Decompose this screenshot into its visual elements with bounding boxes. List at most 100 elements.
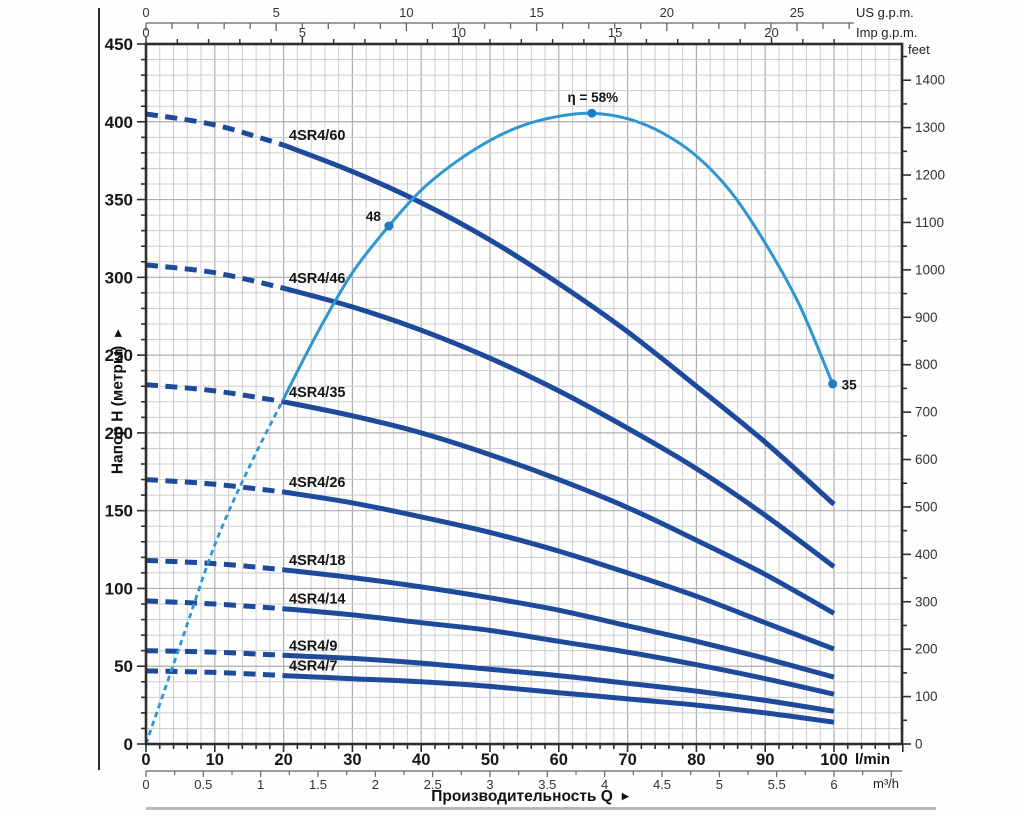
tick-label: 60 [550,751,568,769]
x-axis-title: Производительность Q ▶ [380,789,680,805]
tick-label: 40 [412,751,430,769]
tick-label: 5 [299,25,306,40]
tick-label: 4SR4/26 [289,475,345,491]
y-axis-feet: 0 100 200 300 400 500 600 700 800 900 1000 1100 1200… [902,55,945,752]
gridlines [145,43,904,745]
tick-label: 35 [842,377,858,392]
unit-label-lmin: l/min [855,751,891,768]
tick-label: 90 [756,751,774,769]
tick-label: 200 [915,642,938,657]
tick-label: 500 [915,499,938,514]
tick-label: 80 [687,751,705,769]
tick-label: 0 [142,777,149,792]
pump-curve-4SR4-18: 4SR4/18 [145,553,835,680]
pump-curve-4SR4-46: 4SR4/46 [145,262,836,569]
tick-label: η = 58% [567,90,618,105]
tick-label: 3 [486,777,493,792]
tick-label: 48 [366,209,382,224]
pump-curve-4SR4-14: 4SR4/14 [145,592,835,697]
tick-label: 4.5 [653,777,671,792]
efficiency-curve [144,111,834,745]
tick-label: 70 [618,751,636,769]
tick-label: 6 [830,777,837,792]
tick-label: 4SR4/35 [289,385,345,401]
tick-label: 20 [660,5,674,20]
left-divider-rule [98,8,100,770]
tick-label: 0 [141,751,150,769]
pump-curve-4SR4-26: 4SR4/26 [145,475,835,652]
tick-label: 0.5 [194,777,212,792]
tick-label: 3.5 [538,777,556,792]
tick-label: 15 [608,25,622,40]
y-axis-title-text: Напор H (метры) [109,345,127,475]
tick-label: 900 [915,310,938,325]
bottom-divider-rule [146,807,936,810]
tick-label: 10 [452,25,466,40]
unit-label-feet: feet [908,42,930,57]
tick-label: 300 [915,594,938,609]
pump-curve-4SR4-35: 4SR4/35 [145,382,836,616]
tick-label: 200 [105,424,133,443]
efficiency-marker [587,108,597,118]
y-axis-title: Напор H (метры) ▶ [109,330,127,475]
unit-label-us-gpm: US g.p.m. [856,5,914,20]
tick-label: 10 [399,5,413,20]
tick-label: 1100 [915,215,944,230]
x-axis-title-text: Производительность Q [431,788,613,805]
tick-label: 2 [372,777,379,792]
tick-label: 600 [915,452,938,467]
x-axis-imp-gpm: 0 5 10 15 20 [142,25,835,44]
tick-label: 100 [820,751,848,769]
tick-label: 450 [105,35,133,54]
tick-label: 100 [105,579,133,598]
tick-label: 20 [764,25,778,40]
plot-border [144,42,904,746]
tick-label: 5 [273,5,280,20]
tick-label: 0 [142,5,149,20]
tick-label: 100 [915,689,938,704]
efficiency-marker [828,379,838,389]
tick-label: 800 [915,357,938,372]
tick-label: 4SR4/9 [289,638,337,654]
x-axis-us-gpm: 0 5 10 15 20 25 [142,5,854,31]
tick-label: 20 [274,751,292,769]
tick-label: 50 [114,657,133,676]
right-arrow-icon: ▶ [621,791,629,801]
tick-label: 400 [105,113,133,132]
tick-label: 300 [105,268,133,287]
tick-label: 1200 [915,168,945,183]
unit-label-m3h: m³/h [873,776,899,791]
pump-curve-4SR4-60: 4SR4/60 [145,111,836,507]
tick-label: 2.5 [424,777,442,792]
tick-label: 5 [716,777,723,792]
tick-label: 1.5 [309,777,327,792]
tick-label: 250 [105,346,133,365]
tick-label: 0 [142,25,149,40]
tick-label: 1000 [915,262,945,277]
tick-label: 5.5 [768,777,786,792]
tick-label: 4SR4/46 [289,271,345,287]
efficiency-markers: 48 η = 58% 35 [366,90,857,392]
tick-label: 4SR4/7 [289,659,337,675]
tick-label: 700 [915,405,938,420]
x-axis-lmin: 0 10 20 30 40 50 60 70 80 90 100 [141,744,904,769]
tick-label: 400 [915,547,938,562]
x-axis-m3h: 0 0.5 1 1.5 2 2.5 3 3.5 4 4.5 5 5.5 6 [142,770,902,792]
tick-label: 1300 [915,120,945,135]
tick-label: 30 [343,751,361,769]
tick-label: 1 [257,777,264,792]
unit-label-imp-gpm: Imp g.p.m. [856,25,918,40]
tick-label: 350 [105,191,133,210]
tick-label: 10 [206,751,224,769]
tick-label: 15 [529,5,543,20]
tick-label: 1400 [915,73,945,88]
pump-curve-4SR4-7: 4SR4/7 [145,659,835,725]
tick-label: 0 [124,735,133,754]
efficiency-marker [384,221,394,231]
tick-label: 4SR4/60 [289,128,345,144]
tick-label: 50 [481,751,499,769]
tick-label: 4SR4/14 [289,592,345,608]
tick-label: 25 [790,5,804,20]
tick-label: 0 [915,737,923,752]
